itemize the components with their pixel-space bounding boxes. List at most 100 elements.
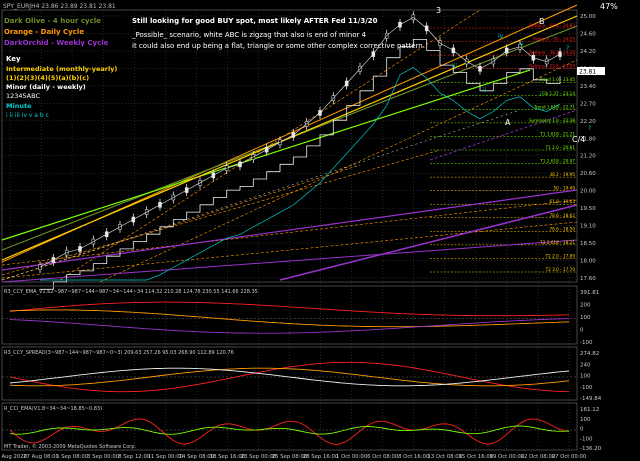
- y-tick-label: 19.50: [580, 206, 596, 212]
- trend-line: [1, 189, 578, 271]
- symbol-header: SPY_EURJH4 23.86 23.89 23.81 23.81: [3, 3, 116, 10]
- y-tick-label: 0: [580, 427, 584, 433]
- price-tag: [577, 67, 605, 75]
- trend-line: [1, 164, 361, 281]
- cci1-series: [2, 301, 577, 334]
- x-tick-label: 6 Oct 08:00: [367, 454, 399, 460]
- y-tick-label: 24.20: [580, 49, 596, 55]
- wave-c4-label: C/4: [572, 135, 585, 144]
- legend-orchid: DarkOrchid - Weekly Cycle: [4, 39, 109, 47]
- cci1-header: R3_CCY_EMA_V1.62~987~987~144~987~34~144~…: [4, 289, 258, 295]
- y-tick-label: 23.40: [580, 84, 596, 90]
- cci2-header: R3_CCY_SPREAD(3~987~144~987~987~0~3) 209…: [4, 350, 234, 356]
- fib-label: Retrace - 61.8 - 24.82: [529, 23, 575, 28]
- x-tick-label: 25 Sep 08:00: [272, 454, 308, 460]
- fib-label: 50 - 19.49: [554, 186, 576, 191]
- wave-v-label: v: [520, 41, 524, 48]
- cci2-series: [2, 361, 577, 393]
- trend-line: [1, 149, 441, 276]
- cyan-stair: [40, 66, 561, 281]
- fib-label: Retrace - 23.6 - 23.95: [529, 64, 575, 69]
- wave-a-label: A: [505, 118, 511, 127]
- y-tick-label: -100: [580, 340, 593, 346]
- x-tick-label: 14 Sep 08:00: [179, 454, 215, 460]
- x-tick-label: 1 Sep 08:00: [56, 454, 89, 460]
- trend-line: [429, 109, 578, 161]
- x-tick-label: 8 Oct 16:00: [398, 454, 430, 460]
- y-tick-label: 22.20: [580, 119, 596, 125]
- y-tick-label: 0: [580, 328, 584, 334]
- cci3-pane[interactable]: [1, 402, 578, 451]
- fib-label: 38.2 - 19.95: [550, 172, 576, 177]
- y-tick-label: 100: [580, 417, 591, 423]
- cci2-pane[interactable]: [1, 346, 578, 401]
- fib-label: T1 2.618 - 20.07: [539, 159, 575, 164]
- fib-label: Symmetry 1.0 - 22.38: [529, 118, 575, 123]
- indicator-line: [9, 367, 570, 387]
- legend-minor: Minor (daily - weekly): [6, 83, 86, 91]
- x-tick-label: 3 Sep 00:00: [87, 454, 120, 460]
- legend-intermediate-seq: (1)(2)(3)(4)(5)(a)(b)(c): [6, 74, 89, 82]
- x-tick-label: 28 Sep 16:00: [303, 454, 339, 460]
- indicator-line: [9, 318, 570, 334]
- legend-minor-seq: 12345ABC: [6, 92, 40, 100]
- trend-line: [279, 204, 578, 281]
- y-tick-label: 25.00: [580, 14, 596, 20]
- y-tick-label: 391.81: [580, 290, 599, 296]
- wave-iv-label: iv: [498, 33, 504, 40]
- y-tick-label: 21.80: [580, 136, 596, 142]
- y-tick-label: 161.12: [580, 407, 599, 413]
- main-series: [38, 11, 562, 290]
- y-tick-label: 240: [580, 362, 591, 368]
- y-tick-label: 18.00: [580, 259, 596, 265]
- indicator-line: [9, 418, 570, 445]
- y-tick-label: -136.20: [580, 446, 602, 452]
- x-tick-label: 15 Oct 16:00: [459, 454, 494, 460]
- x-tick-label: 1 Oct 00:00: [336, 454, 368, 460]
- fib-label: Trend 1.0 - 23.45: [538, 77, 575, 82]
- y-tick-label: 17.60: [580, 276, 596, 282]
- x-tick-label: 27 Aug 08:00: [23, 454, 59, 460]
- y-tick-label: -100: [580, 385, 593, 391]
- percent-label: 47%: [600, 2, 618, 11]
- trend-line: [1, 109, 521, 281]
- fib-lines: [430, 27, 577, 273]
- x-tick-label: 11 Sep 00:00: [148, 454, 184, 460]
- legend-orange: Orange - Daily Cycle: [4, 28, 84, 36]
- fib-label: 78.6 - 18.50: [550, 226, 576, 231]
- y-tick-label: 274.82: [580, 351, 599, 357]
- y-tick-label: 200: [580, 303, 591, 309]
- fib-label: Retrace - 38.2 - 24.28: [529, 50, 575, 55]
- trend-line: [1, 69, 531, 241]
- x-tick-label: 19 Oct 00:00: [490, 454, 525, 460]
- legend-key: Key: [6, 55, 21, 63]
- y-tick-label: 24.60: [580, 31, 596, 37]
- x-tick-label: 23 Sep 00:00: [241, 454, 277, 460]
- wave-b-label: B: [539, 17, 545, 26]
- wave-3-label: 3: [436, 6, 441, 15]
- fib-label: T2 2.0 - 17.89: [545, 253, 576, 258]
- fib-label: Trend 1.618 - 22.71: [533, 104, 575, 109]
- fib-label: T1 1.618 - 21.21: [539, 131, 575, 136]
- legend-minute: Minute: [6, 102, 32, 110]
- y-tick-label: 19.10: [580, 224, 596, 230]
- trend-line: [1, 239, 578, 283]
- fib-label: 61.8 - 19.03: [550, 199, 576, 204]
- legend-olive: Dark Olive - 4 hour cycle: [4, 17, 101, 25]
- legend-intermediate: Intermediate (monthly-yearly): [6, 65, 117, 73]
- x-tick-label: 8 Sep 12:00: [118, 454, 151, 460]
- y-tick-label: 20.00: [580, 189, 596, 195]
- trend-line: [1, 15, 578, 261]
- indicator-line: [9, 361, 570, 393]
- fib-label: Retrace - 50 - 24.55: [533, 37, 575, 42]
- y-tick-label: 22.70: [580, 101, 596, 107]
- y-tick-label: 100: [580, 315, 591, 321]
- fib-label: T1 2.0 - 20.61: [545, 145, 576, 150]
- cci1-pane[interactable]: [1, 285, 578, 345]
- legend-minute-seq: i ii iii iv v a b c: [6, 112, 49, 119]
- trend-line: [59, 9, 481, 281]
- main-grid: [2, 10, 577, 450]
- wave-i-label: i: [540, 91, 542, 98]
